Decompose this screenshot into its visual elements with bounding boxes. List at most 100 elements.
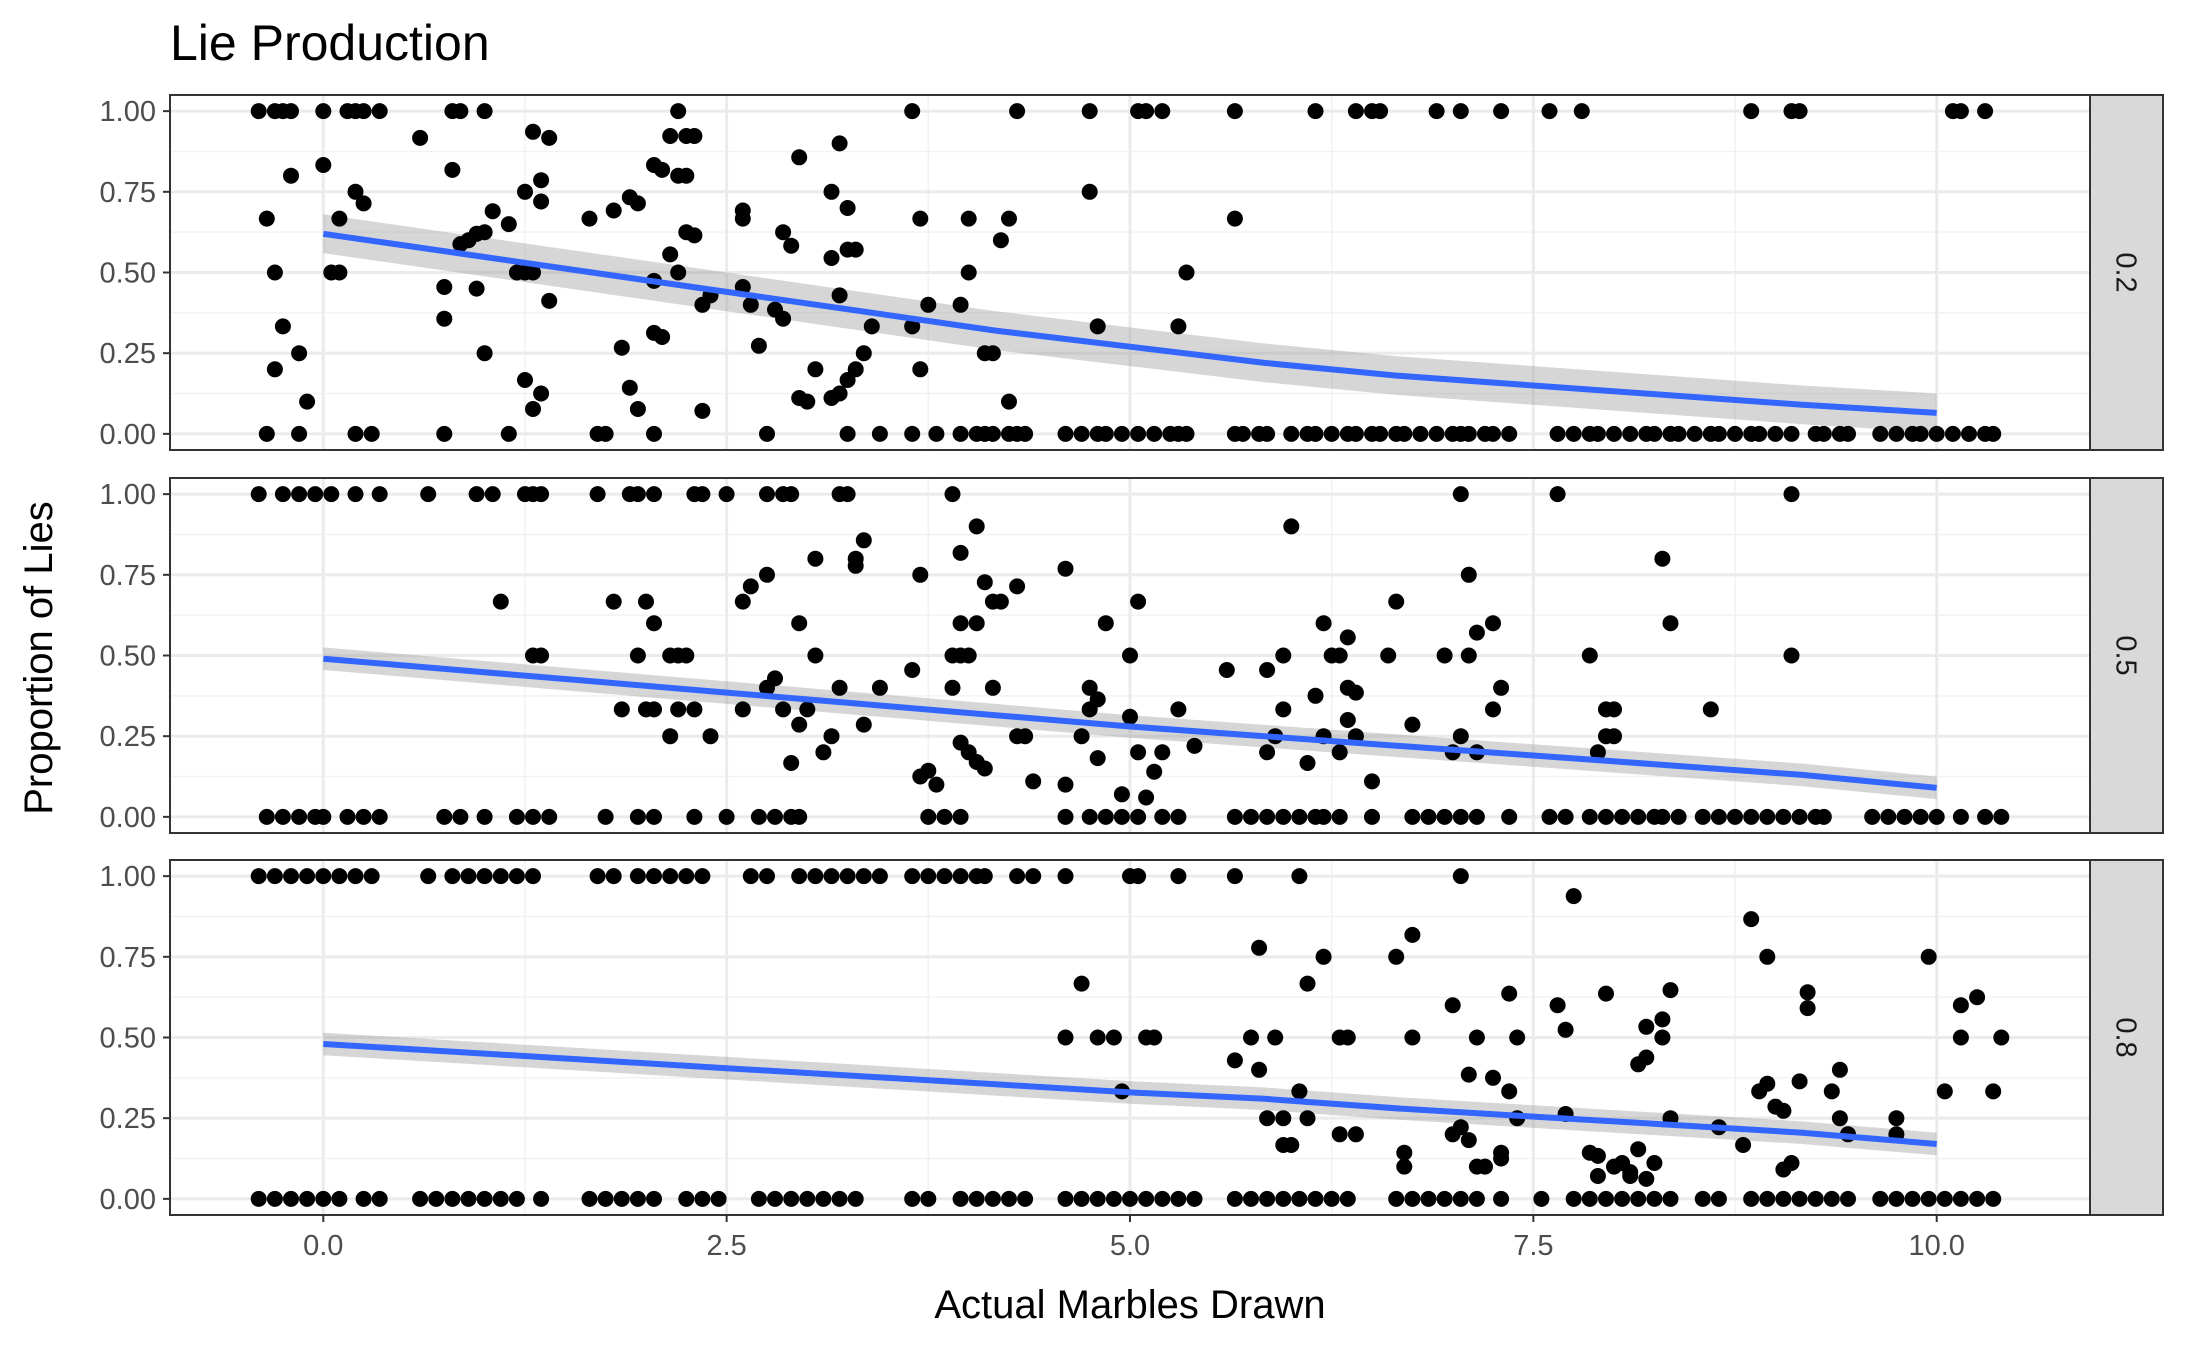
data-point [1646,425,1663,442]
data-point [718,486,735,503]
data-point [1702,701,1719,718]
data-point [791,808,808,825]
data-point [258,425,275,442]
data-point [952,615,969,632]
data-point [1654,808,1671,825]
data-point [1589,425,1606,442]
data-point [984,1190,1001,1207]
data-point [775,701,792,718]
data-point [839,868,856,885]
data-point [371,486,388,503]
data-point [1533,1190,1550,1207]
data-point [1501,425,1518,442]
data-point [694,868,711,885]
data-point [1307,103,1324,120]
data-point [1388,948,1405,965]
fit-line [323,1041,1937,1147]
data-point [1154,744,1171,761]
data-point [831,135,848,152]
y-tick-label: 0.50 [100,1023,156,1055]
data-point [476,224,493,241]
data-point [847,550,864,567]
data-point [468,486,485,503]
data-point [646,486,662,503]
data-point [1993,1029,2010,1046]
y-tick-label: 0.50 [100,641,156,673]
data-point [1638,1018,1655,1035]
data-point [1952,997,1969,1014]
data-point [1057,425,1074,442]
data-point [815,1190,832,1207]
data-point [1775,1102,1792,1119]
data-point [1331,1126,1348,1143]
data-point [444,868,461,885]
data-point [1662,982,1679,999]
data-point [646,615,662,632]
data-point [791,149,808,166]
data-point [855,345,872,362]
data-point [1089,1029,1106,1046]
data-point [1654,1011,1671,1028]
data-point [371,808,388,825]
data-point [1299,975,1316,992]
data-point [1888,1190,1905,1207]
data-point [533,1190,550,1207]
data-point [823,250,840,266]
y-axis-title: Proportion of Lies [17,501,61,815]
data-point [1025,868,1042,885]
data-point [1460,1132,1477,1149]
data-point [355,103,372,120]
data-point [1493,1190,1510,1207]
data-point [331,1190,348,1207]
data-point [1017,728,1034,745]
data-point [500,425,517,442]
y-tick-label: 0.75 [100,177,156,209]
data-point [1339,1029,1356,1046]
data-point [678,647,695,664]
data-point [1251,939,1268,956]
data-point [476,868,493,885]
y-tick-label: 0.25 [100,721,156,753]
data-point [920,808,937,825]
data-point [492,868,509,885]
data-point [1089,691,1106,708]
data-point [533,385,550,402]
data-point [613,1190,630,1207]
data-point [1654,1029,1671,1046]
data-point [791,716,808,733]
data-point [1662,615,1679,632]
data-point [347,425,364,442]
data-point [920,868,937,885]
data-point [646,1190,662,1207]
data-point [1057,1190,1074,1207]
data-point [347,868,364,885]
data-point [508,1190,525,1207]
data-point [904,868,921,885]
data-point [1468,1190,1485,1207]
data-point [436,808,453,825]
data-point [1009,868,1026,885]
data-point [823,728,840,745]
data-point [1275,701,1292,718]
data-point [331,868,348,885]
data-point [492,593,509,610]
data-point [291,345,308,362]
data-point [1315,948,1332,965]
data-point [605,593,622,610]
data-point [1622,425,1639,442]
data-point [1186,1190,1203,1207]
data-point [323,486,340,503]
data-point [436,425,453,442]
data-point [1581,647,1598,664]
data-point [839,200,856,216]
data-point [1985,1083,2002,1100]
data-point [1009,103,1026,120]
data-point [315,157,332,173]
data-point [799,393,816,410]
data-point [904,425,921,442]
data-point [613,339,630,356]
data-point [1710,1190,1727,1207]
data-point [1598,985,1614,1002]
fit-line [323,655,1937,791]
data-point [1234,425,1251,442]
